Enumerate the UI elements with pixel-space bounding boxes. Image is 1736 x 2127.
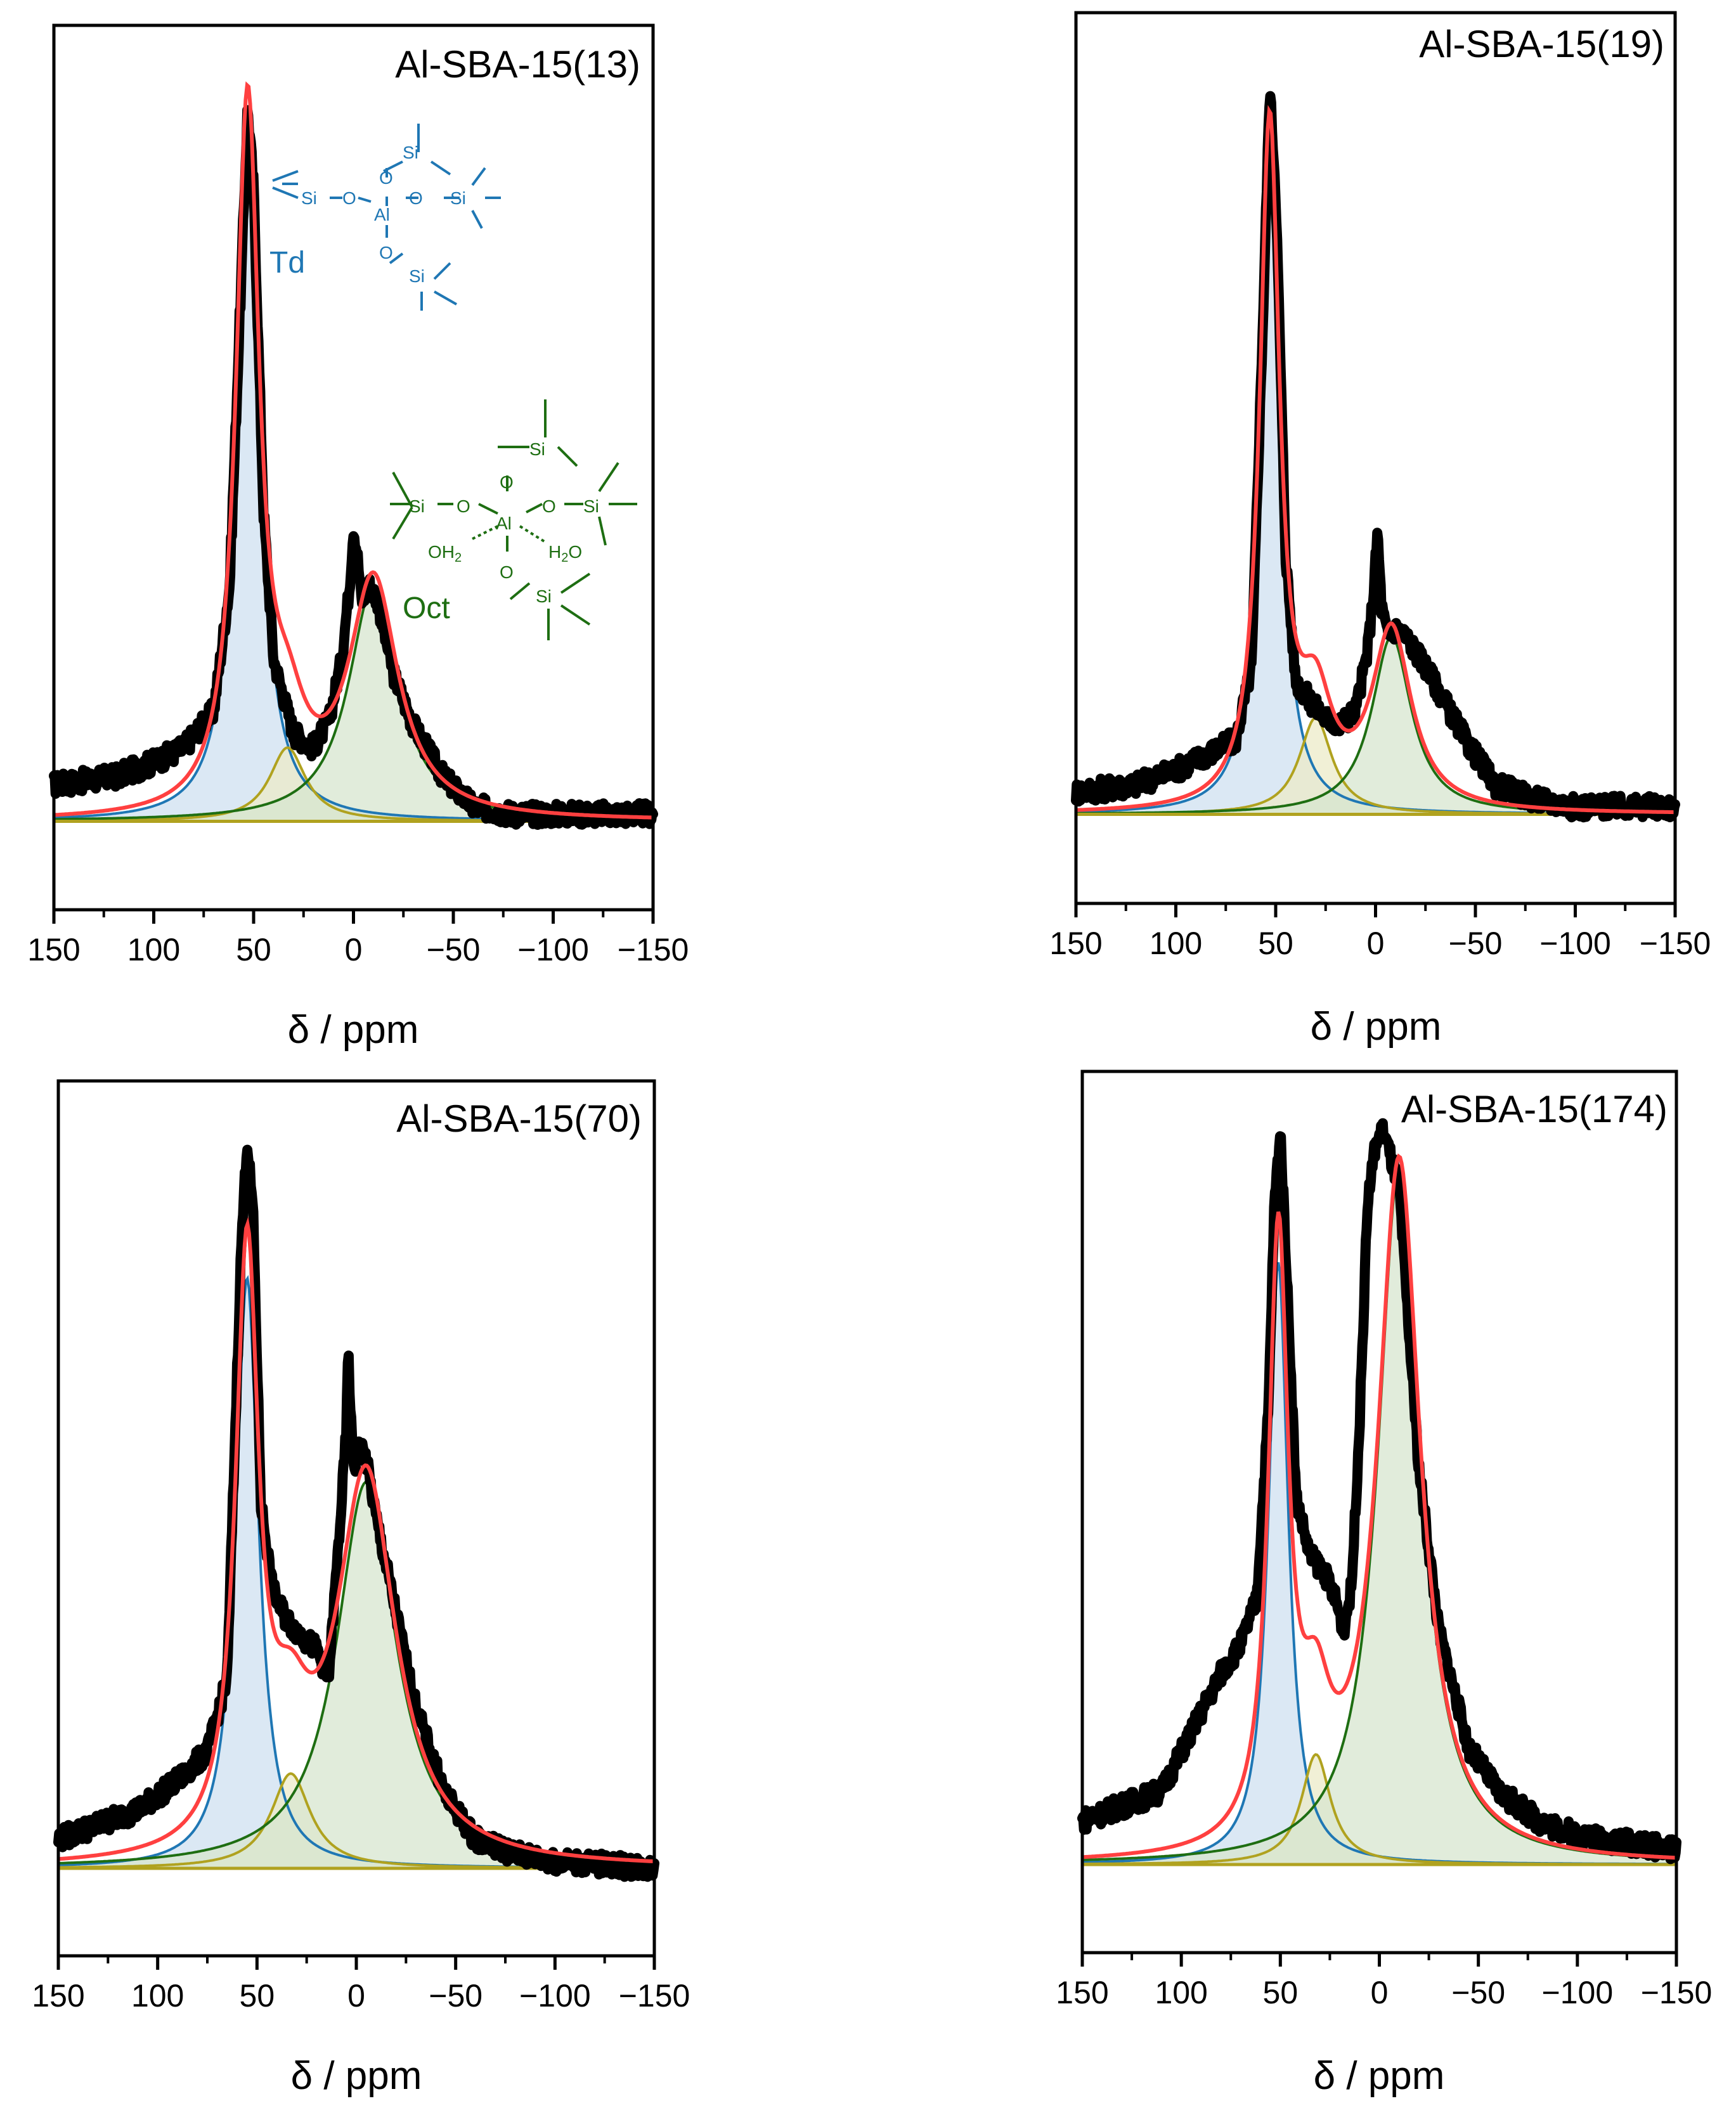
x-tick-label: −100 (1539, 926, 1611, 961)
oct-oh2-text: OH (428, 542, 455, 562)
x-tick-label: 150 (1049, 926, 1102, 961)
td-si-bottom: Si (409, 266, 425, 286)
x-tick-label: −50 (429, 1978, 483, 2014)
td-o-top: O (379, 168, 393, 188)
x-axis-title: δ / ppm (288, 1008, 419, 1052)
td-si-top: Si (403, 143, 418, 162)
td-label: Td (269, 246, 305, 280)
x-tick-label: 0 (347, 1978, 365, 2014)
x-tick-label: 50 (236, 932, 271, 967)
td-si-left: Si (301, 188, 317, 208)
oct-o-top: O (500, 472, 514, 492)
oct-label: Oct (403, 592, 450, 625)
x-tick-label: −50 (1451, 1975, 1505, 2010)
oct-o-bottom: O (500, 562, 514, 582)
x-tick-label: 100 (1150, 926, 1202, 961)
x-tick-label: 150 (32, 1978, 84, 2014)
x-axis-title: δ / ppm (291, 2054, 422, 2098)
oct-si-right: Si (583, 496, 599, 516)
nmr-figure: 150 100 50 0 −50 −100 −150 Al-SBA-15(13) δ / p… (0, 0, 1736, 2127)
oct-o-right: O (542, 496, 556, 516)
td-o-bottom: O (379, 243, 393, 262)
oct-component-fill (1076, 637, 1675, 815)
td-o-left: O (342, 188, 356, 208)
x-tick-label: −50 (427, 932, 481, 967)
x-tick-label: −50 (1449, 926, 1503, 961)
x-tick-label: 150 (27, 932, 80, 967)
panel-al-sba-15-13: 150 100 50 0 −50 −100 −150 Al-SBA-15(13) δ / p… (27, 25, 689, 1052)
panel-al-sba-15-19: 150 100 50 0 −50 −100 −150 Al-SBA-15(19) δ / p… (1049, 13, 1711, 1049)
x-tick-label: −150 (619, 1978, 690, 2014)
panel-al-sba-15-70: 150 100 50 0 −50 −100 −150 Al-SBA-15(70) δ / p… (32, 1081, 690, 2098)
x-tick-label: 0 (345, 932, 363, 967)
oct-h2o: H2O (548, 542, 582, 565)
oct-h2o-h: H (548, 542, 561, 562)
x-tick-label: −150 (1640, 926, 1711, 961)
panel-title: Al-SBA-15(70) (396, 1097, 642, 1140)
td-structure-diagram: Si O Al O Si O Si O Si Td (269, 124, 501, 311)
oct-oh2-sub: 2 (455, 551, 462, 565)
x-tick-label: 0 (1367, 926, 1385, 961)
panel-title: Al-SBA-15(19) (1419, 23, 1664, 65)
x-tick-label: −100 (519, 1978, 591, 2014)
oct-component-fill (54, 586, 653, 822)
td-o-right: O (409, 188, 423, 208)
oct-h2o-o: O (568, 542, 582, 562)
x-tick-label: 50 (1263, 1975, 1299, 2010)
oct-si-bottom: Si (536, 586, 552, 606)
x-tick-label: 100 (1155, 1975, 1207, 2010)
x-axis-title: δ / ppm (1314, 2054, 1445, 2098)
x-tick-label: 50 (1258, 926, 1293, 961)
panel-title: Al-SBA-15(174) (1401, 1088, 1668, 1130)
oct-structure-diagram: Si O Al O Si O Si O Si OH2 H2O Oct (390, 399, 637, 640)
oct-si-top: Si (529, 439, 545, 459)
x-tick-label: −150 (1641, 1975, 1713, 2010)
oct-o-left: O (457, 496, 470, 516)
x-axis-title: δ / ppm (1311, 1005, 1442, 1049)
x-tick-label: 0 (1371, 1975, 1389, 2010)
panel-title: Al-SBA-15(13) (395, 43, 640, 86)
x-tick-label: 150 (1056, 1975, 1108, 2010)
oct-h2o-sub: 2 (561, 551, 568, 565)
x-tick-label: 50 (240, 1978, 275, 2014)
x-tick-label: 100 (127, 932, 180, 967)
panel-al-sba-15-174: 150 100 50 0 −50 −100 −150 Al-SBA-15(174) δ / … (1056, 1071, 1712, 2098)
x-tick-label: −100 (517, 932, 589, 967)
x-tick-label: −150 (618, 932, 689, 967)
x-tick-label: −100 (1542, 1975, 1614, 2010)
x-tick-label: 100 (131, 1978, 184, 2014)
oct-oh2: OH2 (428, 542, 462, 565)
oct-si-left: Si (409, 496, 425, 516)
td-al: Al (374, 205, 390, 224)
oct-al: Al (496, 514, 512, 533)
td-si-right: Si (450, 188, 466, 208)
